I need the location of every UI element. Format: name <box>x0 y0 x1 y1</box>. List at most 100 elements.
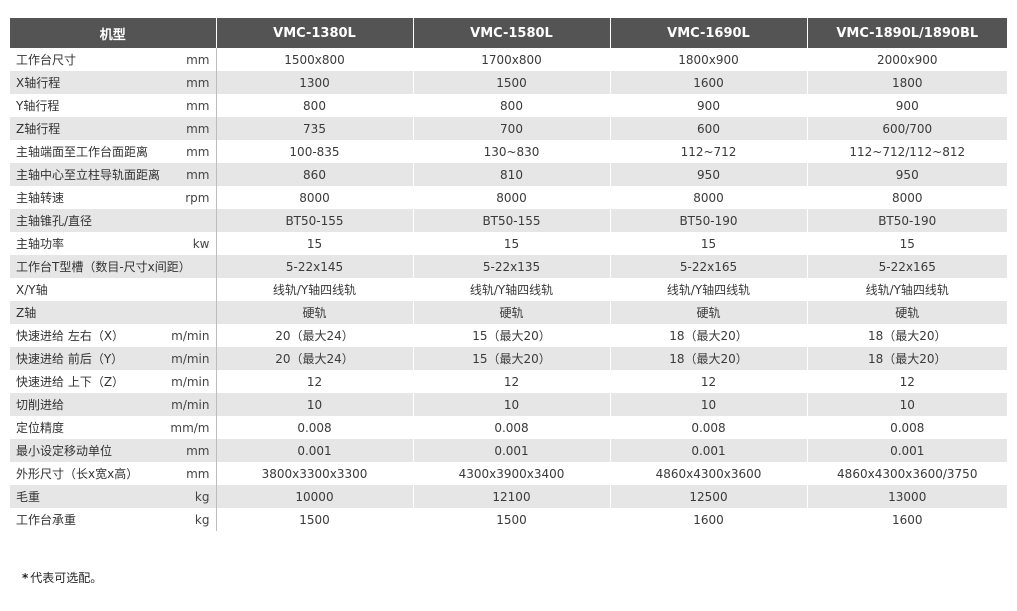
row-value-model-4: 4860x4300x3600/3750 <box>807 462 1007 485</box>
row-value-model-4: 18（最大20） <box>807 324 1007 347</box>
row-spec-name: 主轴功率 <box>16 237 65 251</box>
row-spec-unit: kg <box>194 489 210 504</box>
table-row: 快速进给 左右（X） m/min 20（最大24） 15（最大20） 18（最大20） 1… <box>10 324 1007 347</box>
row-label-wrap: 主轴功率 kw <box>16 235 210 252</box>
row-value-model-1: 0.001 <box>216 439 414 462</box>
row-value-model-2: 15（最大20） <box>413 324 611 347</box>
spec-table: 机型 VMC-1380L VMC-1580L VMC-1690L VMC-189… <box>10 18 1007 531</box>
table-row: X轴行程 mm 1300 1500 1600 1800 <box>10 71 1007 94</box>
row-value-model-3: 15 <box>610 232 808 255</box>
row-value-model-4: 0.001 <box>807 439 1007 462</box>
row-label-wrap: Z轴 <box>16 304 210 321</box>
row-value-model-1: 1300 <box>216 71 414 94</box>
header-model-label: 机型 <box>10 18 217 48</box>
row-value-model-2: BT50-155 <box>413 209 611 232</box>
row-value-model-1: 0.008 <box>216 416 414 439</box>
row-spec-name: 切削进给 <box>16 398 65 412</box>
row-value-model-2: 15 <box>413 232 611 255</box>
row-value-model-4: 112~712/112~812 <box>807 140 1007 163</box>
table-row: Z轴 硬轨 硬轨 硬轨 硬轨 <box>10 301 1007 324</box>
row-value-model-2: 12 <box>413 370 611 393</box>
row-label-cell: 快速进给 前后（Y） m/min <box>10 347 217 370</box>
table-row: 工作台承重 kg 1500 1500 1600 1600 <box>10 508 1007 531</box>
row-value-model-2: 700 <box>413 117 611 140</box>
row-spec-unit: mm <box>186 443 210 458</box>
row-label-wrap: X轴行程 mm <box>16 74 210 91</box>
row-label-wrap: Z轴行程 mm <box>16 120 210 137</box>
row-value-model-3: 1600 <box>610 71 808 94</box>
row-spec-unit: mm <box>186 75 210 90</box>
row-label-cell: 外形尺寸（长x宽x高） mm <box>10 462 217 485</box>
row-value-model-4: 0.008 <box>807 416 1007 439</box>
row-spec-name: 主轴端面至工作台面距离 <box>16 145 149 159</box>
row-value-model-2: 130~830 <box>413 140 611 163</box>
row-value-model-2: 0.001 <box>413 439 611 462</box>
header-model-3: VMC-1690L <box>610 18 808 48</box>
row-value-model-4: 13000 <box>807 485 1007 508</box>
table-row: 主轴端面至工作台面距离 mm 100-835 130~830 112~712 112~71… <box>10 140 1007 163</box>
row-spec-name: 主轴锥孔/直径 <box>16 214 93 228</box>
row-spec-name: 主轴转速 <box>16 191 65 205</box>
row-spec-name: 主轴中心至立柱导轨面距离 <box>16 168 161 182</box>
row-label-cell: 工作台承重 kg <box>10 508 217 531</box>
row-value-model-4: 8000 <box>807 186 1007 209</box>
row-label-wrap: 工作台尺寸 mm <box>16 51 210 68</box>
row-label-cell: 主轴锥孔/直径 <box>10 209 217 232</box>
row-label-cell: 主轴中心至立柱导轨面距离 mm <box>10 163 217 186</box>
footnote-text: 代表可选配。 <box>30 571 103 585</box>
row-value-model-2: 线轨/Y轴四线轨 <box>413 278 611 301</box>
row-label-cell: 快速进给 左右（X） m/min <box>10 324 217 347</box>
row-label-wrap: 快速进给 左右（X） m/min <box>16 327 210 344</box>
row-label-wrap: 定位精度 mm/m <box>16 419 210 436</box>
row-value-model-1: 800 <box>216 94 414 117</box>
row-spec-unit: mm <box>186 121 210 136</box>
row-label-cell: 工作台尺寸 mm <box>10 48 217 71</box>
row-spec-unit: mm <box>186 52 210 67</box>
row-label-cell: 定位精度 mm/m <box>10 416 217 439</box>
row-label-cell: 工作台T型槽（数目-尺寸x间距） <box>10 255 217 278</box>
table-row: 切削进给 m/min 10 10 10 10 <box>10 393 1007 416</box>
row-value-model-2: 0.008 <box>413 416 611 439</box>
row-value-model-1: 线轨/Y轴四线轨 <box>216 278 414 301</box>
row-spec-unit: mm <box>186 98 210 113</box>
row-value-model-4: 1600 <box>807 508 1007 531</box>
row-value-model-3: 硬轨 <box>610 301 808 324</box>
row-label-wrap: 主轴转速 rpm <box>16 189 210 206</box>
row-spec-unit: mm <box>186 167 210 182</box>
row-value-model-3: 12500 <box>610 485 808 508</box>
table-row: 工作台尺寸 mm 1500x800 1700x800 1800x900 2000x900 <box>10 48 1007 71</box>
row-value-model-4: 1800 <box>807 71 1007 94</box>
row-value-model-2: 硬轨 <box>413 301 611 324</box>
row-value-model-1: 硬轨 <box>216 301 414 324</box>
row-label-cell: 最小设定移动单位 mm <box>10 439 217 462</box>
row-value-model-4: 600/700 <box>807 117 1007 140</box>
row-spec-unit: mm <box>186 466 210 481</box>
table-row: 主轴锥孔/直径 BT50-155 BT50-155 BT50-190 BT50-190 <box>10 209 1007 232</box>
row-value-model-4: BT50-190 <box>807 209 1007 232</box>
row-spec-name: 快速进给 上下（Z） <box>16 375 125 389</box>
row-label-wrap: 快速进给 上下（Z） m/min <box>16 373 210 390</box>
row-value-model-2: 12100 <box>413 485 611 508</box>
row-value-model-1: 1500x800 <box>216 48 414 71</box>
row-spec-unit: mm <box>186 144 210 159</box>
row-label-wrap: 切削进给 m/min <box>16 396 210 413</box>
row-value-model-1: 100-835 <box>216 140 414 163</box>
row-value-model-4: 10 <box>807 393 1007 416</box>
row-value-model-3: 1600 <box>610 508 808 531</box>
table-row: 工作台T型槽（数目-尺寸x间距） 5-22x145 5-22x135 5-22x165… <box>10 255 1007 278</box>
row-value-model-2: 15（最大20） <box>413 347 611 370</box>
row-label-cell: Y轴行程 mm <box>10 94 217 117</box>
row-label-wrap: 毛重 kg <box>16 488 210 505</box>
row-spec-name: 工作台尺寸 <box>16 53 77 67</box>
row-spec-name: 快速进给 前后（Y） <box>16 352 124 366</box>
row-value-model-2: 810 <box>413 163 611 186</box>
row-label-cell: 主轴功率 kw <box>10 232 217 255</box>
row-label-wrap: 主轴端面至工作台面距离 mm <box>16 143 210 160</box>
row-label-cell: X/Y轴 <box>10 278 217 301</box>
row-label-wrap: 工作台T型槽（数目-尺寸x间距） <box>16 258 210 275</box>
row-value-model-3: 4860x4300x3600 <box>610 462 808 485</box>
row-spec-unit: m/min <box>171 397 210 412</box>
row-value-model-3: 950 <box>610 163 808 186</box>
row-value-model-1: 12 <box>216 370 414 393</box>
